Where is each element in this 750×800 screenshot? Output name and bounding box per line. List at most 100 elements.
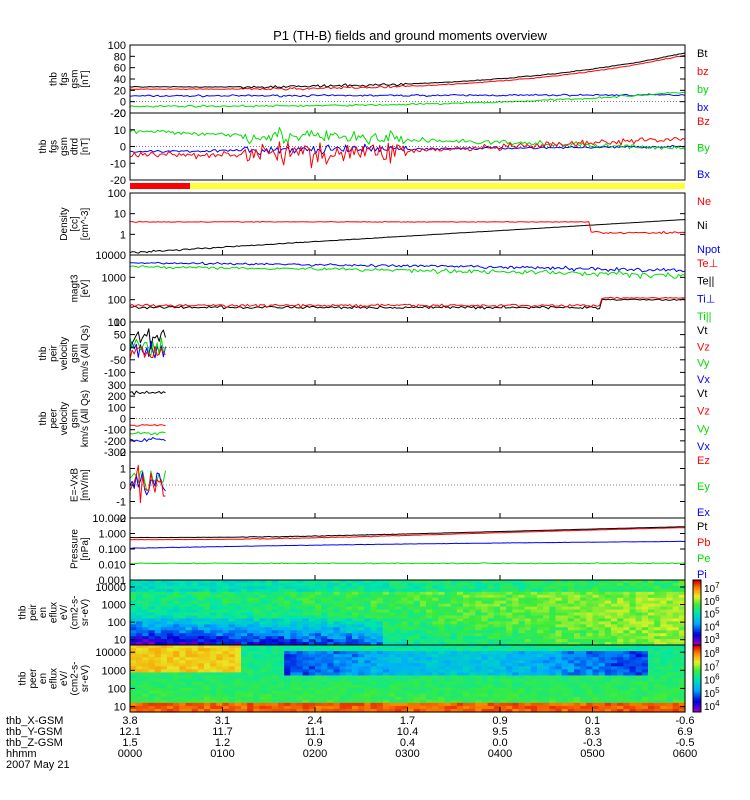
heatmap-cell (136, 609, 143, 614)
heatmap-cell (222, 603, 230, 608)
heatmap-cell (518, 696, 526, 701)
heatmap-cell (333, 684, 341, 689)
heatmap-cell (278, 654, 285, 658)
heatmap-cell (160, 639, 168, 643)
heatmap-cell (315, 618, 322, 622)
heatmap-cell (247, 666, 254, 670)
heatmap-cell (302, 630, 310, 634)
heatmap-cell (512, 705, 520, 710)
heatmap-cell (265, 687, 273, 692)
heatmap-cell (321, 615, 328, 619)
heatmap-cell (278, 627, 285, 631)
heatmap-cell (506, 633, 513, 637)
heatmap-cell (234, 654, 242, 658)
heatmap-cell (173, 678, 180, 683)
heatmap-cell (296, 603, 304, 608)
heatmap-cell (475, 669, 483, 674)
heatmap-cell (339, 669, 347, 674)
heatmap-cell (395, 642, 402, 646)
heatmap-cell (253, 651, 261, 655)
heatmap-cell (216, 693, 224, 698)
heatmap-cell (592, 690, 600, 695)
heatmap-cell (487, 624, 495, 628)
heatmap-cell (302, 624, 310, 628)
x-tick-label: 0500 (580, 748, 604, 760)
heatmap-cell (216, 666, 224, 670)
heatmap-cell (339, 666, 347, 670)
heatmap-cell (678, 666, 686, 670)
heatmap-cell (500, 585, 507, 590)
heatmap-cell (506, 582, 513, 587)
heatmap-cell (524, 588, 532, 593)
heatmap-cell (327, 690, 335, 695)
heatmap-cell (136, 594, 143, 599)
heatmap-cell (641, 648, 649, 652)
y-axis-label: fgs (49, 140, 60, 153)
heatmap-cell (456, 594, 464, 599)
heatmap-cell (382, 642, 390, 646)
heatmap-cell (197, 585, 205, 590)
heatmap-cell (561, 618, 569, 622)
heatmap-cell (537, 609, 544, 614)
heatmap-cell (580, 663, 587, 667)
heatmap-cell (678, 648, 686, 652)
legend-entry: Vz (697, 341, 710, 353)
heatmap-cell (648, 693, 655, 698)
heatmap-cell (154, 708, 162, 713)
heatmap-cell (241, 672, 248, 677)
heatmap-cell (635, 669, 643, 674)
heatmap-cell (228, 666, 236, 670)
heatmap-cell (543, 696, 550, 701)
heatmap-cell (395, 588, 402, 593)
heatmap-cell (401, 615, 409, 619)
heatmap-cell (518, 597, 526, 602)
heatmap-cell (530, 675, 538, 680)
heatmap-cell (654, 699, 661, 704)
heatmap-cell (611, 588, 618, 593)
heatmap-cell (561, 693, 569, 698)
heatmap-cell (413, 663, 421, 667)
heatmap-cell (247, 681, 254, 686)
heatmap-cell (296, 690, 304, 695)
heatmap-cell (259, 597, 267, 602)
heatmap-cell (574, 630, 581, 634)
heatmap-cell (271, 705, 279, 710)
heatmap-cell (530, 696, 538, 701)
heatmap-cell (524, 633, 532, 637)
heatmap-cell (518, 600, 526, 605)
heatmap-cell (567, 699, 575, 704)
heatmap-cell (222, 636, 230, 640)
heatmap-cell (210, 597, 217, 602)
heatmap-cell (204, 672, 211, 677)
heatmap-cell (327, 639, 335, 643)
heatmap-cell (345, 603, 353, 608)
heatmap-cell (382, 603, 390, 608)
heatmap-cell (345, 624, 353, 628)
heatmap-cell (493, 696, 501, 701)
heatmap-cell (253, 690, 261, 695)
heatmap-cell (450, 633, 458, 637)
heatmap-cell (549, 591, 557, 596)
heatmap-cell (241, 645, 248, 649)
heatmap-cell (567, 708, 575, 713)
heatmap-cell (278, 690, 285, 695)
heatmap-cell (629, 609, 637, 614)
heatmap-cell (401, 606, 409, 611)
heatmap-cell (438, 639, 446, 643)
heatmap-cell (444, 639, 452, 643)
heatmap-cell (580, 597, 587, 602)
heatmap-cell (216, 696, 224, 701)
heatmap-cell (210, 672, 217, 677)
heatmap-cell (204, 684, 211, 689)
heatmap-cell (160, 684, 168, 689)
colorbar-cell (693, 612, 701, 616)
heatmap-cell (506, 621, 513, 625)
heatmap-cell (191, 639, 199, 643)
heatmap-cell (271, 675, 279, 680)
heatmap-cell (604, 693, 612, 698)
heatmap-cell (290, 594, 298, 599)
heatmap-cell (672, 705, 680, 710)
heatmap-cell (136, 675, 143, 680)
heatmap-cell (623, 582, 631, 587)
heatmap-cell (302, 612, 310, 617)
